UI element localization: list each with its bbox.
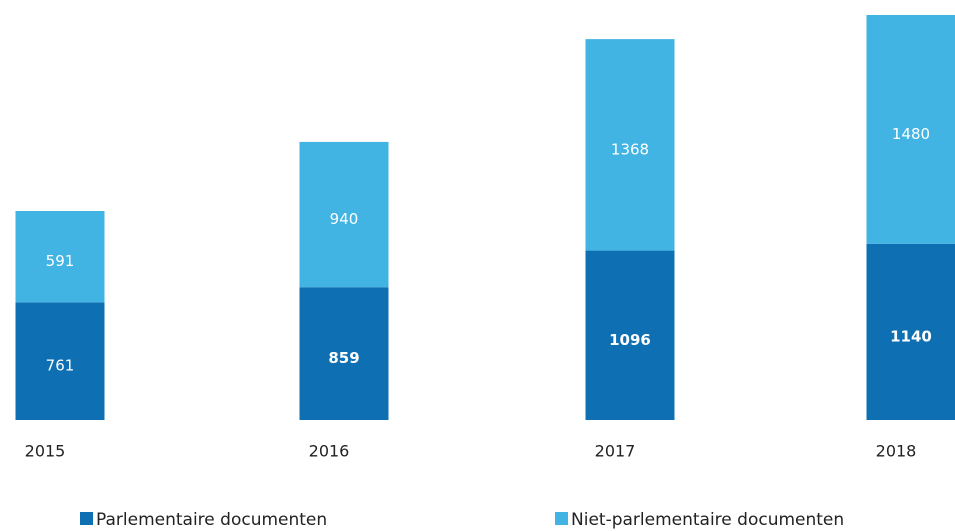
bar-segment: [866, 15, 955, 244]
bar-segment: [585, 39, 675, 251]
value-label: 940: [330, 210, 359, 228]
x-tick-label: 2015: [25, 442, 66, 461]
x-tick-label: 2018: [876, 442, 917, 461]
legend-swatch: [555, 512, 568, 525]
value-label: 1480: [892, 125, 930, 143]
value-label: 1096: [609, 331, 651, 349]
value-label: 859: [328, 349, 359, 367]
bar-segment: [299, 287, 389, 420]
x-tick-label: 2016: [309, 442, 350, 461]
bar-segment: [585, 250, 675, 420]
bar-segment: [15, 211, 105, 303]
x-tick-label: 2017: [595, 442, 636, 461]
bar-segment: [866, 243, 955, 420]
legend-label: Niet-parlementaire documenten: [571, 510, 844, 530]
value-label: 1368: [611, 140, 649, 158]
legend-label: Parlementaire documenten: [96, 510, 327, 530]
legend-swatch: [80, 512, 93, 525]
bar-segment: [299, 141, 389, 288]
value-label: 761: [46, 357, 75, 375]
value-label: 591: [46, 252, 75, 270]
value-label: 1140: [890, 327, 932, 345]
bar-segment: [15, 302, 105, 420]
